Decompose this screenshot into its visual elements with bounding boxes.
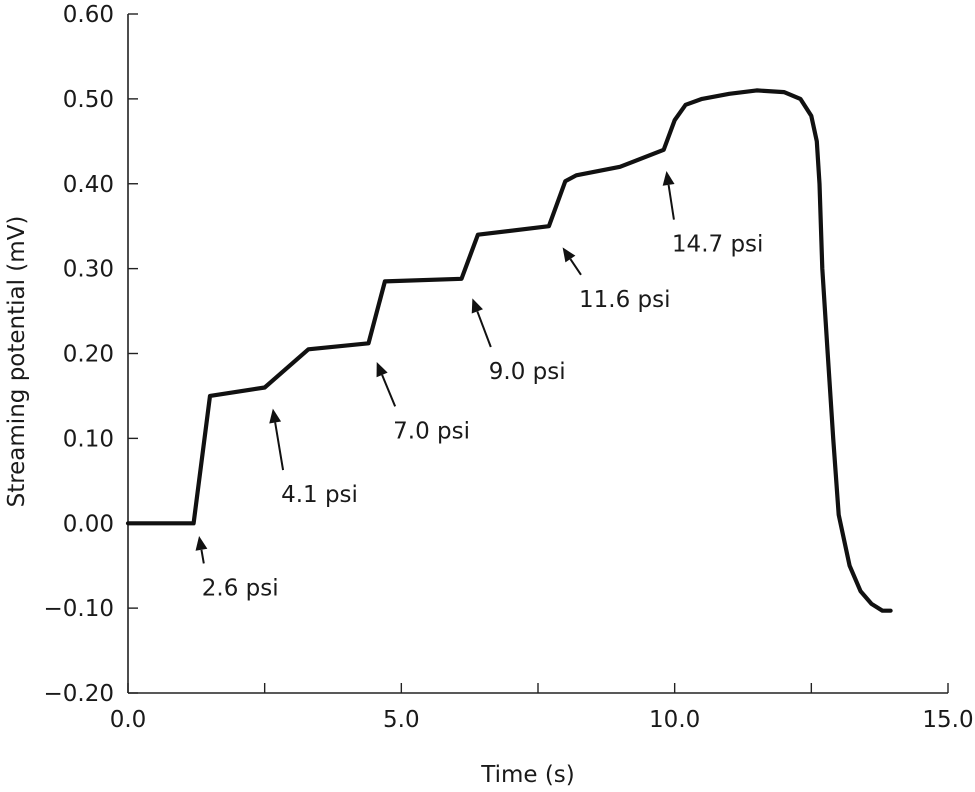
pressure-annotation: 7.0 psi xyxy=(376,361,470,444)
annotation-arrow-head xyxy=(376,361,388,378)
annotation-label: 9.0 psi xyxy=(489,359,566,385)
x-tick-label: 10.0 xyxy=(649,707,700,733)
annotation-arrow-shaft xyxy=(200,549,205,564)
annotation-arrow-head xyxy=(269,408,282,424)
annotation-label: 2.6 psi xyxy=(202,575,279,601)
x-axis-title: Time (s) xyxy=(480,762,575,788)
y-tick-label: −0.20 xyxy=(44,681,114,707)
y-tick-label: 0.20 xyxy=(63,342,114,368)
annotation-label: 4.1 psi xyxy=(281,482,358,508)
y-tick-label: 0.60 xyxy=(63,2,114,28)
y-tick-label: 0.10 xyxy=(63,426,114,452)
pressure-annotation: 2.6 psi xyxy=(195,535,279,601)
y-tick-label: 0.40 xyxy=(63,172,114,198)
annotation-arrow-shaft xyxy=(476,311,492,348)
annotation-label: 14.7 psi xyxy=(672,232,764,258)
pressure-annotation: 4.1 psi xyxy=(269,408,358,508)
annotation-arrow-head xyxy=(471,298,483,314)
x-tick-label: 15.0 xyxy=(922,707,973,733)
series xyxy=(125,88,893,613)
pressure-annotation: 9.0 psi xyxy=(471,298,566,385)
annotation-arrow-shaft xyxy=(667,184,675,220)
y-tick-label: 0.50 xyxy=(63,87,114,113)
x-tick-label: 5.0 xyxy=(383,707,420,733)
y-tick-label: 0.00 xyxy=(63,511,114,537)
y-tick-label: 0.30 xyxy=(63,257,114,283)
annotation-arrow-shaft xyxy=(569,258,582,276)
ticks: 0.60 0.50 0.40 0.30 0.20 0.10 0.00 −0.10 −0.200.… xyxy=(44,2,974,733)
y-axis-title: Streaming potential (mV) xyxy=(4,216,30,508)
pressure-annotation: 14.7 psi xyxy=(662,171,764,258)
annotations: 2.6 psi 4.1 psi 7.0 psi 9.0 psi 11.6 psi 14.7… xyxy=(195,171,764,601)
pressure-annotation: 11.6 psi xyxy=(562,247,671,313)
series-line xyxy=(125,88,893,613)
annotation-arrow-shaft xyxy=(381,374,397,407)
annotation-arrow-head xyxy=(562,247,576,263)
y-tick-label: −0.10 xyxy=(44,596,114,622)
annotation-arrow-shaft xyxy=(274,422,285,471)
annotation-label: 7.0 psi xyxy=(393,418,470,444)
annotation-arrow-head xyxy=(195,535,208,551)
x-tick-label: 0.0 xyxy=(110,707,147,733)
annotation-arrow-head xyxy=(662,171,675,186)
annotation-label: 11.6 psi xyxy=(579,287,671,313)
